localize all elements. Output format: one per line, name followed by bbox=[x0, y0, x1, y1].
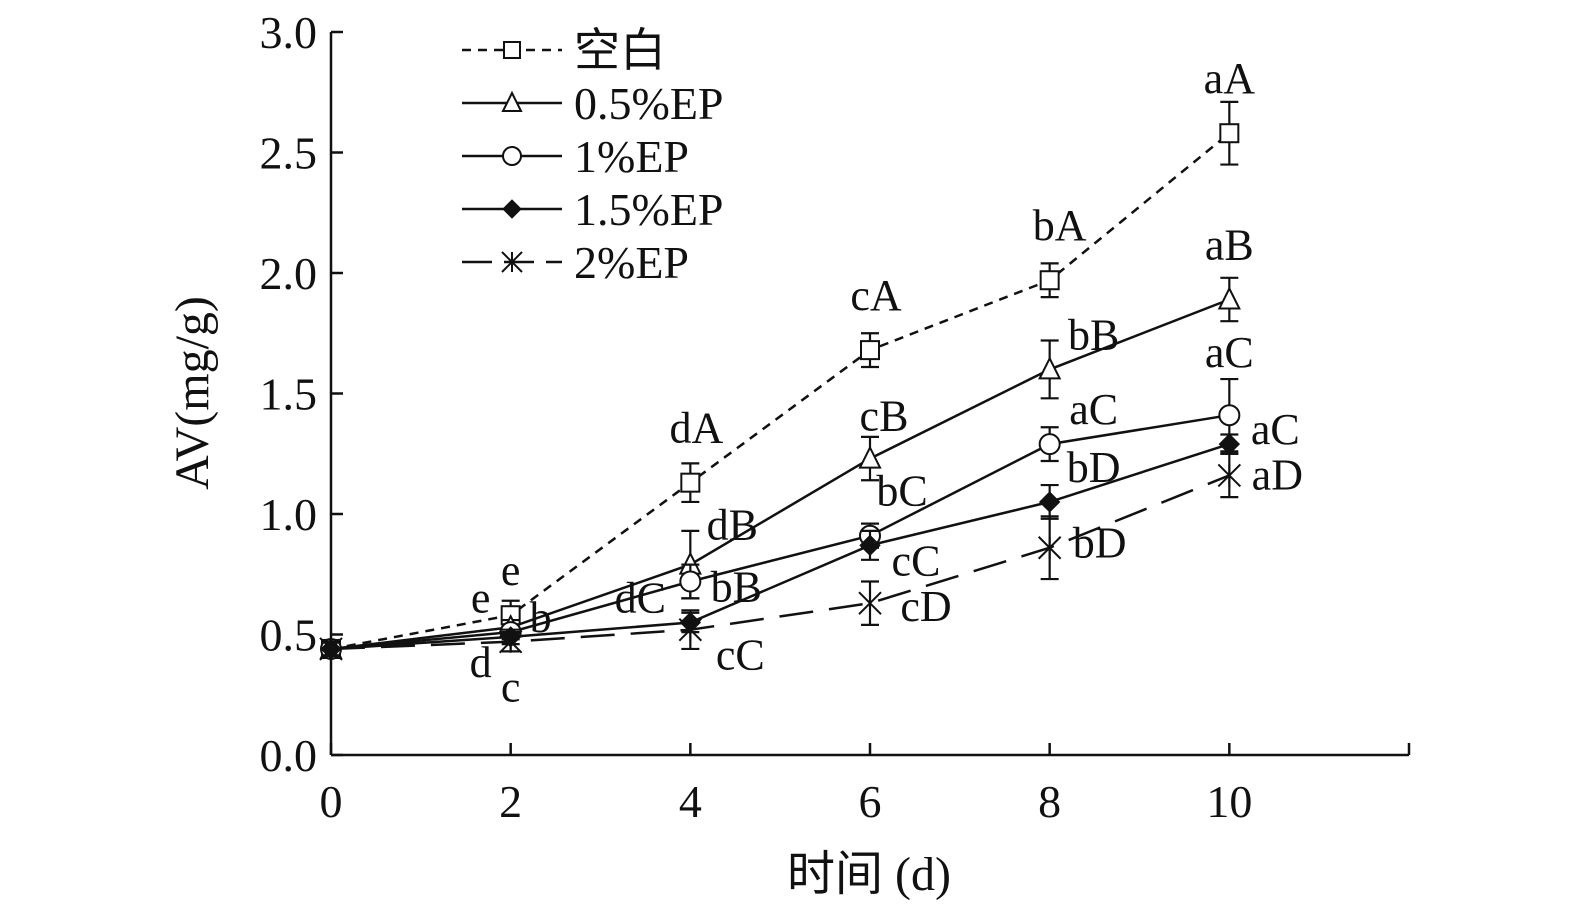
legend-item: 空白 bbox=[462, 25, 666, 76]
series-4 bbox=[319, 452, 1242, 661]
significance-label: bB bbox=[1068, 310, 1119, 359]
series-layer bbox=[319, 100, 1242, 661]
series-line bbox=[330, 298, 1230, 651]
significance-label: cB bbox=[860, 392, 909, 441]
point-marker bbox=[1038, 433, 1061, 456]
significance-label: aC bbox=[1251, 405, 1300, 454]
significance-label: dA bbox=[669, 404, 723, 453]
series-line bbox=[330, 474, 1230, 651]
point-marker bbox=[498, 630, 523, 654]
significance-label: dC bbox=[615, 573, 666, 622]
y-tick-label: 0.5 bbox=[260, 610, 318, 661]
legend-label: 1.5%EP bbox=[574, 184, 724, 235]
significance-label: c bbox=[501, 663, 521, 712]
point-marker bbox=[1038, 491, 1061, 513]
significance-label: bB bbox=[711, 562, 762, 611]
point-marker bbox=[503, 41, 521, 59]
point-marker bbox=[1039, 270, 1060, 291]
y-tick-label: 2.0 bbox=[260, 248, 318, 299]
point-marker bbox=[859, 534, 881, 557]
significance-label: cD bbox=[900, 582, 951, 631]
legend-item: 0.5%EP bbox=[462, 78, 724, 129]
y-tick-label: 0.0 bbox=[260, 730, 318, 781]
significance-label: aB bbox=[1205, 221, 1254, 270]
significance-label: dB bbox=[707, 501, 758, 550]
x-tick-label: 6 bbox=[859, 776, 882, 827]
significance-label: aC bbox=[1069, 385, 1118, 434]
axes: 0.0 0.5 1.0 1.5 2.0 2.5 3.0 0 2 4 6 8 10 bbox=[260, 7, 1411, 827]
y-tick-label: 2.5 bbox=[260, 128, 318, 179]
significance-label: cA bbox=[850, 271, 902, 320]
point-marker bbox=[501, 251, 523, 273]
legend-label: 0.5%EP bbox=[574, 78, 724, 129]
x-tick-label: 2 bbox=[499, 776, 522, 827]
x-tick-label: 4 bbox=[679, 776, 702, 827]
series-line bbox=[330, 413, 1230, 651]
point-marker bbox=[1217, 286, 1241, 310]
series-line bbox=[330, 442, 1230, 651]
point-marker bbox=[680, 472, 701, 493]
legend-item: 1%EP bbox=[462, 131, 689, 182]
legend-label: 1%EP bbox=[574, 131, 689, 182]
significance-label: bA bbox=[1033, 201, 1087, 250]
point-marker bbox=[1218, 404, 1241, 427]
legend: 空白0.5%EP1%EP1.5%EP2%EP bbox=[462, 25, 724, 288]
legend-item: 1.5%EP bbox=[462, 184, 724, 235]
point-marker bbox=[678, 617, 703, 642]
significance-label: bC bbox=[876, 467, 927, 516]
y-tick-label: 1.0 bbox=[260, 489, 318, 540]
point-marker bbox=[1217, 463, 1242, 488]
significance-label: e bbox=[501, 546, 521, 595]
significance-label: aC bbox=[1205, 328, 1254, 377]
series-line bbox=[330, 132, 1231, 651]
significance-label: d bbox=[470, 638, 492, 687]
legend-label: 2%EP bbox=[574, 237, 689, 288]
significance-label: e bbox=[471, 573, 491, 622]
significance-label: b bbox=[530, 593, 552, 642]
series-0 bbox=[321, 100, 1240, 659]
point-marker bbox=[501, 90, 523, 112]
point-marker bbox=[1037, 536, 1062, 560]
point-marker bbox=[860, 340, 880, 361]
x-axis-title: 时间 (d) bbox=[787, 848, 951, 901]
x-tick-label: 10 bbox=[1206, 776, 1252, 827]
point-marker bbox=[1219, 123, 1240, 144]
x-tick-label: 0 bbox=[320, 776, 343, 827]
y-tick-label: 3.0 bbox=[260, 7, 318, 58]
significance-label: bD bbox=[1067, 443, 1121, 492]
significance-label: aD bbox=[1252, 450, 1303, 499]
significance-label: aA bbox=[1204, 54, 1256, 103]
point-marker bbox=[858, 591, 882, 615]
point-marker bbox=[502, 199, 522, 219]
legend-item: 2%EP bbox=[462, 237, 689, 288]
point-marker bbox=[319, 637, 343, 661]
significance-label: bD bbox=[1073, 519, 1127, 568]
point-marker bbox=[679, 570, 702, 593]
y-tick-label: 1.5 bbox=[260, 369, 318, 420]
legend-label: 空白 bbox=[574, 25, 666, 76]
y-axis-title: AV(mg/g) bbox=[166, 296, 219, 490]
significance-label: cC bbox=[892, 536, 941, 585]
point-marker bbox=[858, 445, 882, 469]
x-tick-label: 8 bbox=[1038, 776, 1061, 827]
annotation-layer: aA bA cA dA ee bdc aB bB cB dB aC aC bC bB aC bD cC dC aD b… bbox=[470, 54, 1303, 712]
point-marker bbox=[502, 146, 522, 166]
significance-label: cC bbox=[716, 631, 765, 680]
point-marker bbox=[1038, 356, 1062, 380]
